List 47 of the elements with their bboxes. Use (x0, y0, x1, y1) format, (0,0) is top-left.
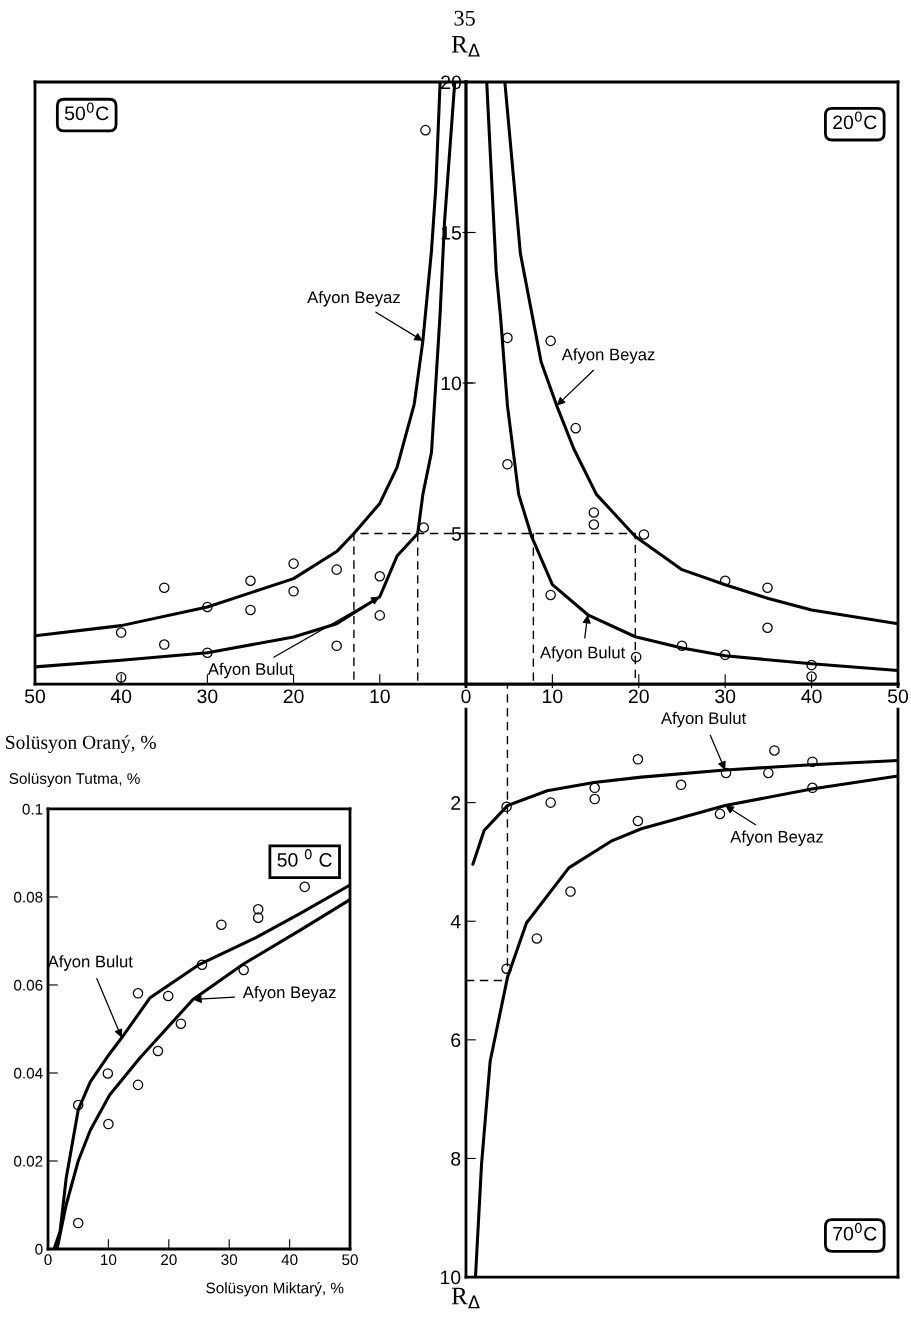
x-tick-label: 0 (44, 1254, 52, 1266)
y-axis-title: R$_{Δ}$ (451, 36, 480, 57)
x-axis-title: Solüsyon Oraný, % (6, 735, 156, 753)
x-tick-label: 20 (161, 1254, 177, 1266)
x-axis-title: Solüsyon Miktarý, % (206, 1282, 344, 1297)
legend-label: Afyon Bulut (540, 646, 626, 662)
series-label: Afyon Bulut (207, 662, 293, 679)
y-tick-label: 0.1 (22, 803, 43, 815)
x-tick-label: 30 (715, 689, 736, 704)
y-tick-label: 2 (451, 796, 461, 810)
annotation: 20$^{0}$C (833, 111, 877, 130)
x-tick-label: 20 (283, 689, 304, 704)
y-axis-title: Solüsyon Tutma, % (9, 772, 140, 787)
text: 35 (454, 10, 475, 26)
annotation: 50$^{0}$C (64, 102, 109, 121)
y-tick-label: 0.06 (14, 979, 43, 991)
text: Afyon Bulut (660, 711, 747, 728)
x-tick-label: 30 (221, 1254, 238, 1266)
y-tick-label: 8 (451, 1151, 461, 1166)
legend-label: Afyon Beyaz (242, 986, 336, 1002)
series-label: Afyon Beyaz (307, 290, 400, 307)
y-tick-label: 10 (440, 1270, 461, 1285)
x-tick-label: 40 (110, 689, 132, 704)
y-axis-title: R$_{Δ}$ (451, 1287, 480, 1309)
y-tick-label: 0.08 (14, 891, 43, 903)
x-tick-label: 50 (887, 689, 909, 704)
x-tick-label: 50 (342, 1254, 358, 1266)
y-tick-label: 0 (35, 1243, 43, 1255)
annotation: 50 $^{0}$ C (277, 849, 332, 867)
x-tick-label: 50 (24, 689, 46, 704)
x-tick-label: 20 (628, 689, 649, 704)
y-tick-label: 10 (441, 376, 462, 391)
y-tick-label: 0.02 (14, 1155, 43, 1167)
series-label: Afyon Beyaz (561, 348, 655, 364)
x-tick-label: 30 (197, 689, 218, 704)
annotation: 70$^{0}$C (833, 1222, 877, 1241)
y-tick-label: 5 (451, 527, 461, 541)
y-tick-label: 4 (450, 914, 461, 929)
y-tick-label: 6 (451, 1033, 461, 1048)
x-tick-label: 10 (370, 689, 390, 704)
x-tick-label: 10 (543, 689, 563, 704)
y-tick-label: 0.04 (14, 1067, 43, 1079)
legend-label: Afyon Beyaz (730, 830, 823, 846)
x-tick-label: 10 (101, 1254, 117, 1266)
x-tick-label: 40 (801, 689, 822, 704)
x-tick-label: 40 (281, 1254, 298, 1266)
series-label: Afyon Bulut (47, 955, 133, 971)
